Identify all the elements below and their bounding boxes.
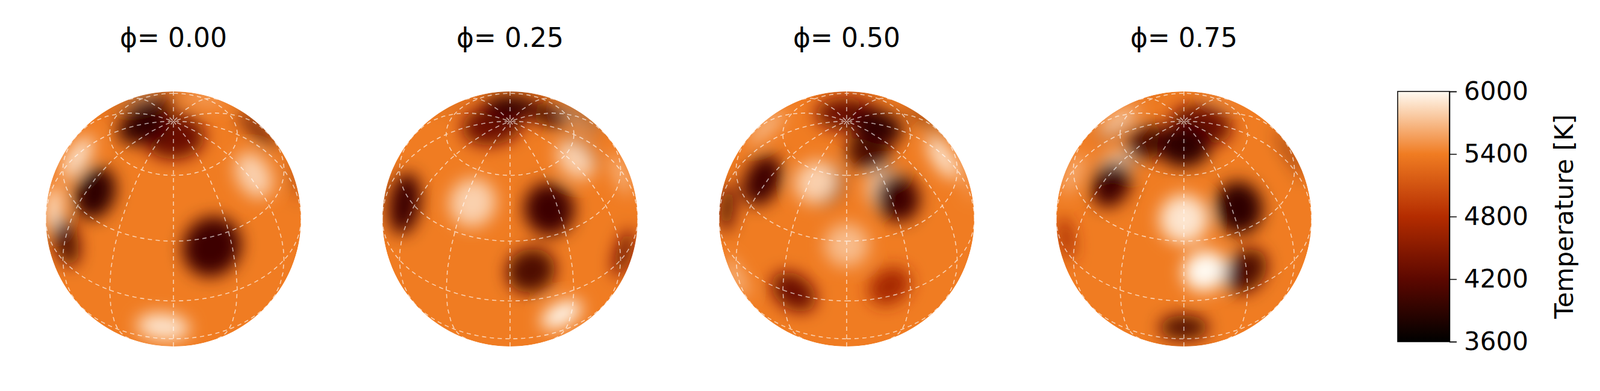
spot (959, 159, 974, 202)
spot (1157, 124, 1211, 167)
tick: 3600 (1449, 326, 1529, 357)
spot (1224, 249, 1267, 294)
spot (868, 267, 911, 306)
spot (725, 257, 748, 297)
panel-title: ϕ= 0.00 (119, 22, 228, 53)
spot (449, 178, 496, 228)
spot (74, 166, 117, 219)
sphere-panel (719, 91, 975, 347)
spot (747, 110, 786, 144)
axis-line (1450, 92, 1458, 343)
panel-title: ϕ= 0.50 (793, 22, 901, 53)
spot (388, 173, 421, 235)
tick-mark (1449, 342, 1457, 344)
spot (771, 272, 816, 312)
tick-label: 4800 (1463, 201, 1529, 232)
tick-mark (1449, 216, 1457, 218)
graticule (719, 91, 975, 347)
sphere-panel (45, 91, 302, 347)
spot (53, 217, 79, 267)
tick: 6000 (1449, 76, 1529, 106)
spot (610, 153, 632, 196)
spot (136, 313, 190, 341)
photosphere (1056, 91, 1312, 347)
spot (237, 111, 278, 149)
spot (507, 248, 556, 294)
spot (743, 155, 783, 206)
spot (182, 92, 226, 105)
spot (284, 157, 300, 205)
figure: ϕ= 0.00 ϕ= 0.25 ϕ= 0.50 ϕ= 0.75 3600 4200 4800… (0, 0, 1600, 391)
sphere-panel (1056, 91, 1312, 347)
spot (1198, 92, 1245, 107)
tick-mark (1449, 91, 1457, 93)
spot (523, 183, 575, 237)
tick-label: 3600 (1463, 326, 1529, 357)
spot (62, 136, 94, 179)
graticule (45, 91, 302, 347)
tick-label: 5400 (1463, 139, 1529, 169)
spots (1058, 92, 1310, 340)
photosphere (382, 91, 638, 347)
photosphere (45, 91, 302, 347)
tick-mark (1449, 279, 1457, 281)
tick: 5400 (1449, 139, 1529, 169)
sphere-panel (382, 91, 638, 347)
spot (1183, 251, 1228, 292)
tick-mark (1449, 154, 1457, 156)
colorbar (1397, 91, 1450, 343)
panel-title: ϕ= 0.75 (1130, 22, 1238, 53)
spot (1058, 216, 1075, 261)
graticule (1056, 91, 1312, 347)
panel-title: ϕ= 0.25 (456, 22, 564, 53)
spot (182, 216, 242, 278)
photosphere (719, 91, 975, 347)
graticule (382, 91, 638, 347)
spot (1298, 242, 1310, 276)
spots (46, 91, 300, 341)
spot (613, 230, 635, 278)
spot (926, 136, 959, 179)
spot (1121, 92, 1168, 108)
tick: 4200 (1449, 264, 1529, 294)
colorbar-axis: 3600 4200 4800 5400 6000 (1449, 76, 1529, 357)
spot (874, 174, 920, 223)
tick: 4800 (1449, 201, 1529, 232)
spot (1062, 153, 1084, 196)
spot (234, 152, 273, 199)
colorbar-label: Temperature [K] (1549, 114, 1579, 320)
tick-label: 4200 (1463, 264, 1529, 294)
spot (720, 183, 736, 233)
spot (1273, 128, 1306, 181)
spot (556, 140, 595, 180)
spot (1091, 160, 1131, 208)
spot (1215, 181, 1263, 235)
tick-label: 6000 (1463, 76, 1529, 106)
